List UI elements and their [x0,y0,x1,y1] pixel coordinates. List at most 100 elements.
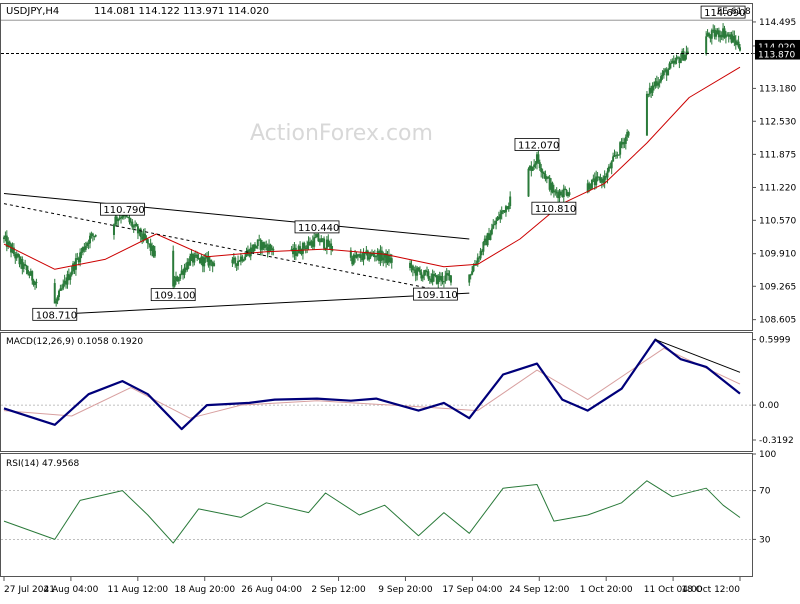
candle-body [294,247,297,256]
candle-body [112,224,115,235]
candle-body [717,30,720,38]
candle-body [468,274,471,283]
candle-body [729,34,732,37]
candle-body [146,239,149,244]
candle-body [736,41,739,45]
time-tick-label: 26 Aug 04:00 [241,585,302,595]
time-tick-label: 11 Aug 12:00 [107,585,168,595]
candle-body [716,30,719,34]
candle-body [114,216,117,225]
candle-body [488,233,491,241]
candle-body [380,250,383,261]
candle-body [136,226,139,234]
candle-body [561,194,564,197]
candle-body [53,283,56,304]
candle-body [431,274,434,283]
candle-body [66,274,69,285]
candle-body [672,60,675,64]
candle-body [679,58,682,64]
price-annotation-label: 109.100 [154,291,195,302]
price-tick-label: 112.530 [759,117,796,127]
candle-body [497,216,500,219]
time-tick-label: 11 Oct 04:00 [644,585,703,595]
candle-body [483,238,486,243]
candle-body [719,34,722,38]
candle-body [328,243,331,247]
candle-body [555,191,558,194]
candle-body [272,248,275,251]
candle-body [661,75,664,77]
candle-body [619,142,622,155]
candle-body [67,274,70,280]
candle-body [186,261,189,270]
macd-label: MACD(12,26,9) 0.1058 0.1920 [6,337,143,347]
price-annotation-box [514,138,560,151]
candle-body [733,35,736,41]
candle-body [674,60,677,64]
candle-body [715,33,718,37]
candle-body [502,210,505,212]
candle-body [414,269,417,276]
candle-body [190,253,193,257]
candle-body [307,241,310,246]
candle-body [541,172,544,174]
candle-body [599,177,602,183]
candle-body [562,188,565,197]
candle-body [4,235,7,238]
candle-body [176,276,179,282]
candle-body [554,190,557,192]
candle-body [270,248,273,251]
candle-body [421,275,424,279]
rsi-line [3,480,741,544]
candle-body [201,256,204,267]
candle-body [589,188,592,190]
candle-body [564,188,567,191]
candle-body [241,256,244,262]
candle-body [35,282,38,284]
candle-body [317,234,320,242]
candle-body [231,259,234,264]
candle-body [152,245,155,257]
candle-body [121,216,124,218]
candle-body [354,254,357,258]
candle-body [433,274,436,276]
candle-body [548,177,551,190]
candle-body [410,265,413,268]
fe-label: FE 61.8 [717,7,751,17]
candle-body [125,214,128,217]
candle-body [299,246,302,254]
macd-tick-label: 0.5999 [759,336,791,346]
candle-body [234,257,237,264]
candle-body [496,216,499,221]
candle-body [545,177,548,180]
candle-body [194,254,197,256]
candle-body [28,273,31,276]
candle-body [296,253,299,256]
candle-body [568,192,571,195]
candle-body [428,278,431,280]
candle-body [204,257,207,259]
candle-body [262,242,265,248]
candle-body [482,242,485,252]
candle-body [425,271,428,273]
candle-body [626,131,629,137]
candle-body [80,251,83,253]
candle-body [551,182,554,193]
candle-body [232,257,235,260]
moving-average-line [3,66,741,270]
candle-body [586,183,589,193]
price-annotation-box [100,202,145,216]
candle-body [327,239,330,247]
ohlc-values: 114.081 114.122 113.971 114.020 [94,6,269,17]
candle-body [722,28,725,38]
candle-body [349,250,352,258]
candle-body [621,142,624,145]
candle-body [734,40,737,45]
candle-body [290,248,293,250]
candle-body [21,259,24,270]
price-tick-label: 111.875 [759,150,796,160]
candle-body [86,242,89,247]
macd-signal-line [3,347,741,419]
candle-body [417,267,420,270]
